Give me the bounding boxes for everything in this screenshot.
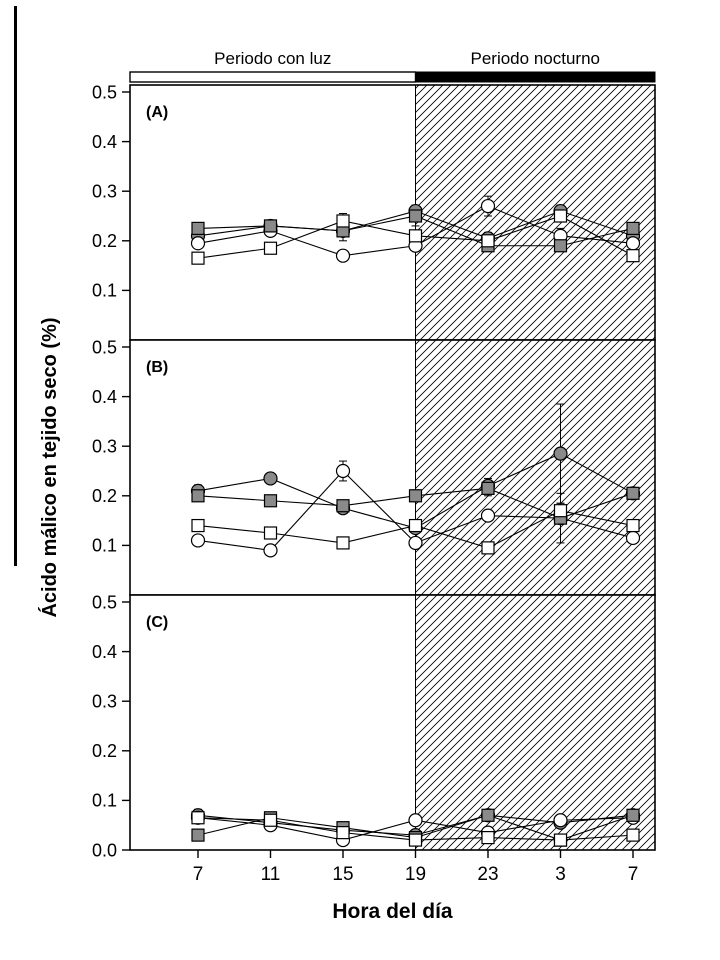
y-tick-label: 0.5 (92, 337, 117, 357)
series-markers-open-square (191, 504, 640, 555)
night-hatch-region (415, 340, 655, 595)
y-tick-label: 0.4 (92, 132, 117, 152)
panel-b: (B) 0.1 0.2 0.3 0.4 0.5 (92, 337, 656, 596)
x-axis: 7 11 15 19 23 3 7 Hora del día (193, 850, 639, 923)
x-axis-title: Hora del día (332, 900, 453, 923)
panel-c: (C) 0.0 0.1 0.2 0.3 0.4 0.5 (92, 592, 656, 860)
y-tick-label: 0.1 (92, 536, 117, 556)
panel-letter: (A) (146, 104, 168, 121)
night-period-label: Periodo nocturno (471, 49, 600, 68)
y-tick-label: 0.4 (92, 387, 117, 407)
panel-letter: (B) (146, 359, 168, 376)
x-tick-label: 19 (405, 864, 426, 885)
y-tick-label: 0.0 (92, 840, 117, 860)
x-tick-label: 15 (332, 864, 353, 885)
y-tick-label: 0.2 (92, 741, 117, 761)
x-tick-label: 7 (193, 864, 204, 885)
y-tick-label: 0.4 (92, 642, 117, 662)
y-tick-label: 0.1 (92, 281, 117, 301)
x-tick-label: 23 (477, 864, 498, 885)
night-hatch-region (415, 595, 655, 850)
y-tick-label: 0.3 (92, 437, 117, 457)
x-tick-label: 7 (628, 864, 639, 885)
light-period-bar (129, 71, 417, 83)
x-tick-label: 3 (555, 864, 566, 885)
y-tick-label: 0.1 (92, 791, 117, 811)
y-tick-label: 0.3 (92, 692, 117, 712)
panel-letter: (C) (146, 614, 168, 631)
y-tick-label: 0.5 (92, 82, 117, 102)
left-border-artifact (14, 6, 17, 566)
light-period-label: Periodo con luz (214, 49, 331, 68)
y-axis-title: Ácido málico en tejido seco (%) (38, 317, 61, 617)
y-tick-label: 0.2 (92, 231, 117, 251)
night-period-bar (415, 71, 656, 83)
y-tick-label: 0.3 (92, 182, 117, 202)
series-markers-open-square (191, 811, 640, 847)
y-tick-label: 0.2 (92, 486, 117, 506)
period-bars: Periodo con luz Periodo nocturno (129, 49, 656, 83)
y-tick-label: 0.5 (92, 592, 117, 612)
panel-a: (A) 0.1 0.2 0.3 0.4 0.5 (92, 82, 656, 341)
x-tick-label: 11 (261, 864, 281, 885)
series-markers-open-square (191, 209, 640, 265)
night-hatch-region (415, 85, 655, 340)
